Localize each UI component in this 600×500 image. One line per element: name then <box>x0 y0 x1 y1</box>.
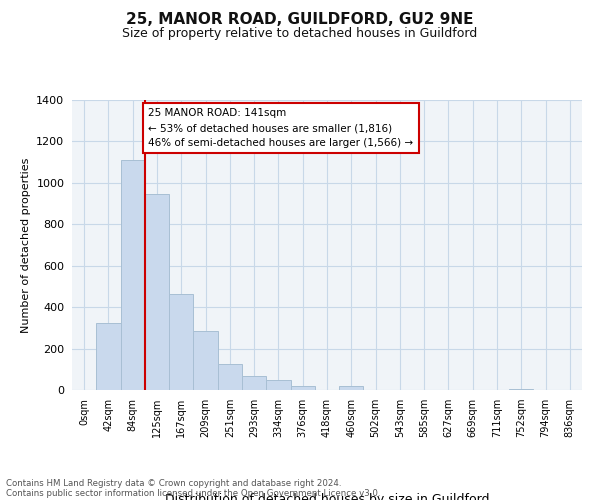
Text: 25 MANOR ROAD: 141sqm
← 53% of detached houses are smaller (1,816)
46% of semi-d: 25 MANOR ROAD: 141sqm ← 53% of detached … <box>149 108 413 148</box>
Bar <box>169 294 193 390</box>
Text: Contains public sector information licensed under the Open Government Licence v3: Contains public sector information licen… <box>6 488 380 498</box>
Text: Contains HM Land Registry data © Crown copyright and database right 2024.: Contains HM Land Registry data © Crown c… <box>6 478 341 488</box>
Y-axis label: Number of detached properties: Number of detached properties <box>20 158 31 332</box>
Bar <box>193 332 218 390</box>
Bar <box>145 194 169 390</box>
Bar <box>121 160 145 390</box>
Bar <box>266 380 290 390</box>
Bar <box>509 389 533 390</box>
Text: Size of property relative to detached houses in Guildford: Size of property relative to detached ho… <box>122 28 478 40</box>
Bar <box>96 322 121 390</box>
Text: 25, MANOR ROAD, GUILDFORD, GU2 9NE: 25, MANOR ROAD, GUILDFORD, GU2 9NE <box>126 12 474 28</box>
Bar <box>218 364 242 390</box>
Bar <box>290 386 315 390</box>
Bar <box>242 376 266 390</box>
Bar <box>339 386 364 390</box>
X-axis label: Distribution of detached houses by size in Guildford: Distribution of detached houses by size … <box>165 492 489 500</box>
